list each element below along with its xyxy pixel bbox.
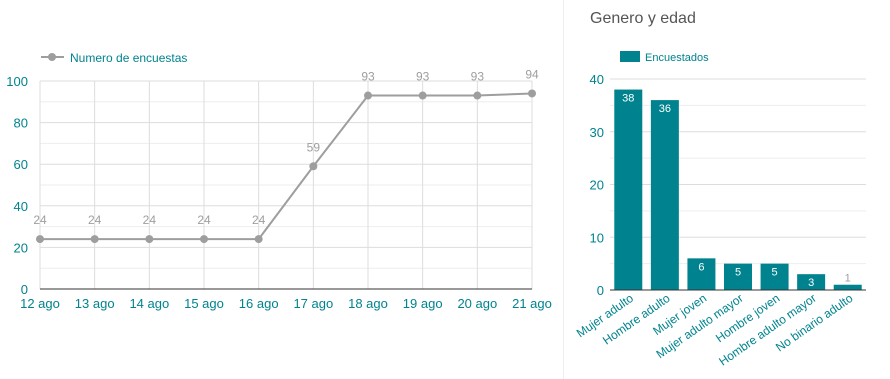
data-label: 24 xyxy=(33,213,47,227)
data-point xyxy=(473,91,482,100)
line-chart: 0 20 40 60 80 100 12 ago 13 ago 14 ago 15 ago 16 a… xyxy=(6,51,552,311)
data-label: 24 xyxy=(197,213,211,227)
y-tick-label: 60 xyxy=(14,157,28,172)
y-tick-label: 30 xyxy=(590,125,604,140)
x-tick-label: 15 ago xyxy=(184,296,224,311)
panel-divider xyxy=(563,0,564,379)
legend-label: Encuestados xyxy=(645,52,709,64)
legend-swatch xyxy=(620,51,640,62)
x-tick-label: 14 ago xyxy=(129,296,169,311)
data-point xyxy=(309,162,318,171)
bar xyxy=(724,263,752,290)
data-label: 93 xyxy=(361,70,375,84)
data-label: 3 xyxy=(808,277,814,289)
data-label: 36 xyxy=(659,103,671,115)
data-label: 94 xyxy=(525,67,539,81)
y-tick-label: 20 xyxy=(590,178,604,193)
x-tick-label: 18 ago xyxy=(348,296,388,311)
y-tick-label: 100 xyxy=(6,74,28,89)
data-label: 24 xyxy=(252,213,266,227)
data-label: 93 xyxy=(471,70,485,84)
x-tick-label: 16 ago xyxy=(239,296,279,311)
y-tick-label: 40 xyxy=(14,199,28,214)
data-label: 6 xyxy=(698,261,704,273)
x-tick-label: 21 ago xyxy=(512,296,552,311)
data-point xyxy=(90,235,99,244)
legend-marker xyxy=(48,53,56,61)
y-tick-label: 40 xyxy=(590,72,604,87)
y-tick-label: 10 xyxy=(590,230,604,245)
data-point xyxy=(200,235,208,244)
data-label: 38 xyxy=(622,93,634,105)
x-tick-label: 17 ago xyxy=(293,296,333,311)
x-tick-label: 20 ago xyxy=(457,296,497,311)
bar xyxy=(760,263,789,290)
data-point xyxy=(418,91,427,100)
bar xyxy=(687,258,716,290)
y-tick-label: 0 xyxy=(21,282,28,297)
y-tick-label: 80 xyxy=(14,116,28,131)
bar xyxy=(614,89,643,290)
bar xyxy=(650,100,679,290)
data-point xyxy=(528,89,536,98)
y-tick-label: 0 xyxy=(597,283,604,298)
x-tick-label: 13 ago xyxy=(75,296,115,311)
data-label: 1 xyxy=(845,273,851,285)
x-tick-label: 12 ago xyxy=(20,296,60,311)
data-label: 93 xyxy=(416,70,430,84)
series-line xyxy=(40,92,533,241)
data-label: 24 xyxy=(88,213,102,227)
data-label: 59 xyxy=(307,140,321,154)
bar xyxy=(797,274,826,290)
data-label: 24 xyxy=(143,213,157,227)
data-point xyxy=(364,91,372,100)
data-label: 5 xyxy=(772,267,778,279)
x-tick-label: 19 ago xyxy=(403,296,443,311)
data-point xyxy=(254,235,263,244)
data-point xyxy=(145,235,154,244)
legend-label: Numero de encuestas xyxy=(70,51,187,65)
chart-title: Genero y edad xyxy=(590,10,696,27)
data-label: 5 xyxy=(735,267,741,279)
data-point xyxy=(36,235,44,244)
bar xyxy=(833,284,862,290)
y-tick-label: 20 xyxy=(14,240,28,255)
